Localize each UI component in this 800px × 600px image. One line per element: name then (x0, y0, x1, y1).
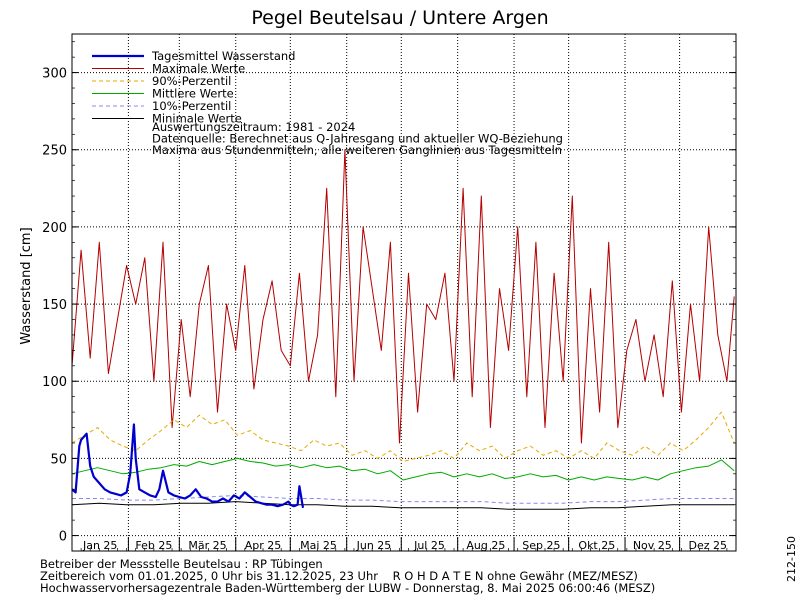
y-tick-label: 100 (42, 375, 67, 390)
y-tick-label: 200 (42, 221, 67, 236)
legend-note: Datenquelle: Berechnet aus Q-Jahresgang … (152, 132, 563, 146)
x-tick-label: Sep 25 (522, 539, 560, 552)
axes: Jan 25 Feb 25 Mär 25 Apr 25 Mai 25 Jun 25 Jul … (42, 41, 737, 552)
series-line-maximale (71, 149, 735, 444)
legend-label-tagesmittel: Tagesmittel Wasserstand (151, 49, 295, 63)
y-tick-label: 150 (42, 298, 67, 313)
x-tick-label: Mär 25 (188, 539, 226, 552)
x-tick-label: Dez 25 (689, 539, 728, 552)
legend-note: Auswertungszeitraum: 1981 - 2024 (152, 120, 355, 134)
y-tick-label: 250 (42, 144, 67, 159)
footer-timerange: Zeitbereich vom 01.01.2025, 0 Uhr bis 31… (40, 569, 638, 583)
x-tick-label: Jan 25 (82, 539, 117, 552)
legend-label-p90: 90%-Perzentil (152, 74, 231, 88)
plot-area (71, 149, 735, 510)
y-tick-label: 0 (59, 530, 67, 545)
x-tick-label: Mai 25 (300, 539, 337, 552)
series-line-minimale (71, 501, 735, 510)
x-tick-label: Jul 25 (413, 539, 445, 552)
legend-label-mittlere: Mittlere Werte (152, 87, 234, 101)
chart-title: Pegel Beutelsau / Untere Argen (251, 7, 548, 29)
legend-label-minimale: Minimale Werte (152, 112, 242, 126)
footer-operator: Betreiber der Messstelle Beutelsau : RP … (40, 557, 323, 571)
x-tick-label: Aug 25 (466, 539, 505, 552)
plot-frame (71, 33, 737, 552)
y-tick-label: 300 (42, 67, 67, 82)
y-tick-label: 50 (50, 452, 67, 467)
legend-note: Maxima aus Stundenmitteln, alle weiteren… (152, 143, 562, 157)
x-tick-label: Jun 25 (356, 539, 392, 552)
legend-label-p10: 10%-Perzentil (152, 99, 231, 113)
series-line-p10 (72, 494, 735, 504)
x-tick-label: Nov 25 (633, 539, 672, 552)
series-line-p90 (71, 411, 735, 462)
x-tick-label: Okt 25 (578, 539, 615, 552)
footer-source: Hochwasservorhersagezentrale Baden-Württ… (40, 581, 656, 595)
chart-code: 212-150 (785, 536, 798, 582)
legend-label-maximale: Maximale Werte (152, 62, 245, 76)
y-axis-label: Wasserstand [cm] (19, 227, 34, 344)
grid (72, 34, 736, 551)
series-line-mittlere (71, 457, 735, 481)
series-line-tagesmittel (71, 423, 305, 508)
